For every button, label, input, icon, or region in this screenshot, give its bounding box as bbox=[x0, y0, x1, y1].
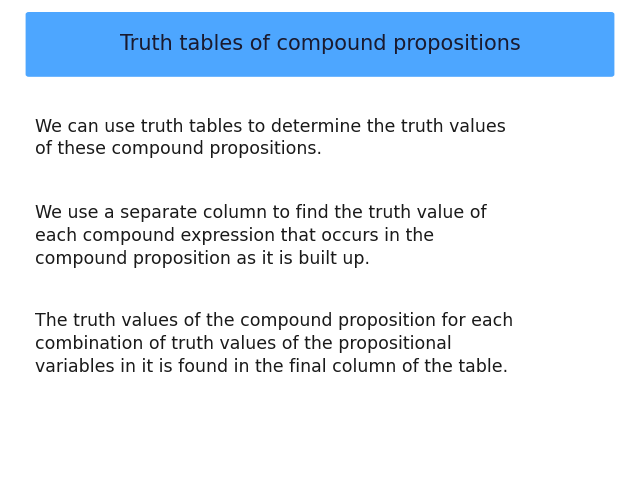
Text: We can use truth tables to determine the truth values
of these compound proposit: We can use truth tables to determine the… bbox=[35, 118, 506, 158]
Text: We use a separate column to find the truth value of
each compound expression tha: We use a separate column to find the tru… bbox=[35, 204, 487, 268]
Text: The truth values of the compound proposition for each
combination of truth value: The truth values of the compound proposi… bbox=[35, 312, 513, 376]
FancyBboxPatch shape bbox=[26, 12, 614, 77]
Text: Truth tables of compound propositions: Truth tables of compound propositions bbox=[120, 35, 520, 54]
